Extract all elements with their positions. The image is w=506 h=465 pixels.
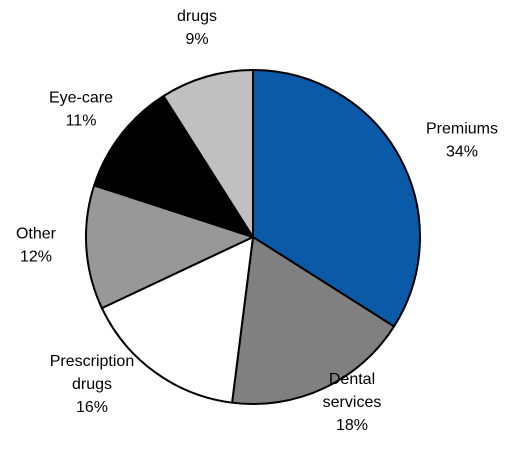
pie-label-percent: 12% (20, 249, 52, 266)
pie-label-premiums: Premiums 34% (426, 121, 498, 161)
pie-label-percent: 18% (336, 417, 368, 434)
pie-label-other: Other 12% (16, 226, 57, 266)
pie-label-name: Eye-care (49, 90, 113, 107)
pie-slice-eye-care (93, 95, 254, 238)
pie-labels: Premiums 34% Dental services 18% Prescription… (16, 0, 498, 434)
pie-slice-other-drugs (162, 69, 254, 238)
pie-label-eye-care: Eye-care 11% (49, 90, 113, 130)
pie-slice-dental-services (231, 236, 395, 405)
pie-label-percent: 16% (76, 399, 108, 416)
pie-label-name: Premiums (426, 121, 498, 138)
pie-label-name: Dental (329, 371, 375, 388)
pie-label-name: services (323, 394, 382, 411)
pie-label-name: Prescription (50, 353, 134, 370)
pie-label-name: Other (177, 0, 218, 2)
pie-slice-other (84, 184, 254, 310)
pie-slices (84, 69, 421, 405)
pie-label-name: Other (16, 226, 57, 243)
pie-label-percent: 34% (446, 144, 478, 161)
pie-label-name: drugs (72, 376, 112, 393)
pie-slice-prescription-drugs (100, 236, 254, 404)
pie-label-dental-services: Dental services 18% (323, 371, 382, 434)
pie-label-prescription-drugs: Prescription drugs 16% (50, 353, 134, 416)
pie-label-percent: 9% (185, 31, 208, 48)
pie-label-other-drugs: Other drugs 9% (177, 0, 218, 48)
pie-label-percent: 11% (66, 113, 97, 130)
pie-label-name: drugs (177, 8, 217, 25)
